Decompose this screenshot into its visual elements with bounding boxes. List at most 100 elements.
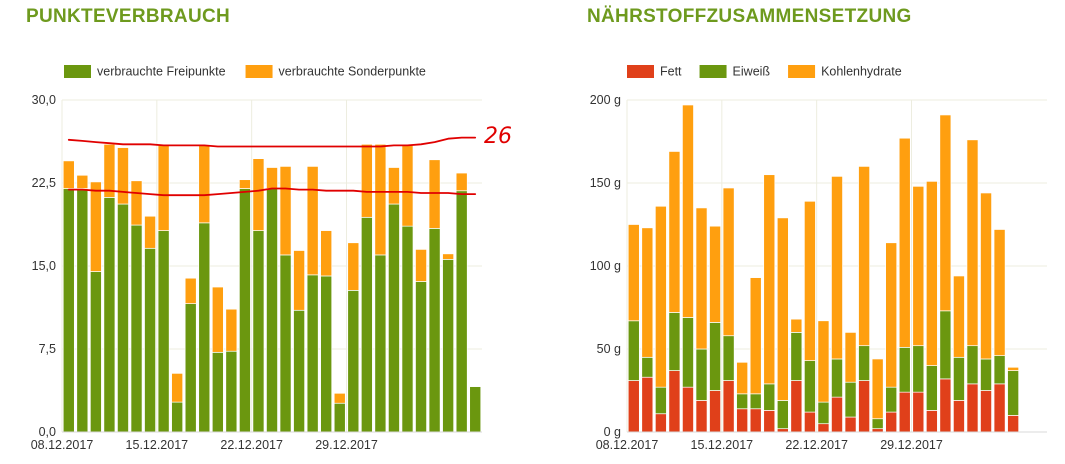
legend-item: Fett <box>627 65 682 79</box>
bar-segment <box>279 166 292 256</box>
bar-segment <box>184 303 197 433</box>
bar-segment <box>695 400 708 433</box>
bar-segment <box>736 393 749 410</box>
bar-segment <box>117 147 129 205</box>
bar-segment <box>885 411 898 433</box>
annotation-line <box>67 187 477 197</box>
bar-segment <box>722 335 735 381</box>
y-tick-label: 200 g <box>590 93 621 107</box>
bar-segment <box>654 413 667 433</box>
bar-segment <box>266 167 278 189</box>
bar-segment <box>252 230 265 433</box>
legend-swatch <box>64 65 91 78</box>
bar-segment <box>306 274 319 433</box>
bar-segment <box>320 230 333 277</box>
bar-segment <box>252 158 265 231</box>
legend-item: verbrauchte Sonderpunkte <box>245 65 426 79</box>
bar-segment <box>62 188 75 433</box>
bar-segment <box>858 345 871 381</box>
y-tick-label: 30,0 <box>32 93 56 107</box>
x-tick-label: 22.12.2017 <box>220 438 283 452</box>
bar-segment <box>898 346 911 393</box>
bar-segment <box>144 247 156 433</box>
bar-segment <box>360 216 373 433</box>
y-tick-label: 7,5 <box>39 342 56 356</box>
x-tick-label: 15.12.2017 <box>126 438 189 452</box>
bar-segment <box>627 224 640 322</box>
bar-segment <box>709 390 721 433</box>
bar-segment <box>831 396 843 433</box>
bar-segment <box>171 372 184 403</box>
bar-segment <box>912 345 925 393</box>
x-tick-label: 22.12.2017 <box>785 438 848 452</box>
bar-segment <box>939 378 952 433</box>
bar-segment <box>320 275 333 433</box>
bar-segment <box>401 143 414 227</box>
bar-segment <box>76 174 89 189</box>
bar-segment <box>980 390 992 433</box>
bar-segment <box>279 254 292 433</box>
y-tick-label: 50 g <box>597 342 621 356</box>
panel-title: NÄHRSTOFFZUSAMMENSETZUNG <box>587 6 912 27</box>
x-tick-label: 08.12.2017 <box>596 438 659 452</box>
bar-segment <box>144 215 156 249</box>
bar-segment <box>736 408 749 433</box>
bar-segment <box>157 143 170 231</box>
y-tick-label: 100 g <box>590 259 621 273</box>
legend-item: verbrauchte Freipunkte <box>64 65 226 79</box>
bar-segment <box>401 225 414 433</box>
bar-segment <box>428 159 441 229</box>
bar-segment <box>682 104 694 318</box>
bar-segment <box>993 355 1006 385</box>
x-tick-label: 08.12.2017 <box>31 438 94 452</box>
bar-segment <box>1007 370 1020 416</box>
bar-segment <box>198 145 211 224</box>
bar-segment <box>293 309 306 433</box>
bar-segment <box>654 205 667 388</box>
x-tick-label: 15.12.2017 <box>691 438 754 452</box>
bar-segment <box>117 203 129 433</box>
bar-segment <box>695 348 708 401</box>
bar-segment <box>130 180 143 226</box>
y-tick-label: 0,0 <box>39 425 56 439</box>
bar-segment <box>682 386 694 433</box>
bar-segment <box>89 271 102 433</box>
bar-segment <box>939 114 952 312</box>
bar-segment <box>736 361 749 395</box>
bar-segment <box>885 242 898 388</box>
bar-segment <box>817 423 830 433</box>
bar-segment <box>817 401 830 425</box>
bar-segment <box>641 227 654 358</box>
bar-segment <box>898 137 911 348</box>
bar-segment <box>469 386 482 433</box>
bar-segment <box>130 224 143 433</box>
bar-segment <box>374 143 387 256</box>
bar-segment <box>763 174 776 385</box>
legend-label: Kohlenhydrate <box>821 65 902 79</box>
bar-segment <box>103 197 116 433</box>
bar-segment <box>415 249 427 282</box>
naehrstoff-chart: Fett Eiweiß Kohlenhydrate 0 g 50 g 100 g 150 g… <box>590 65 1047 452</box>
bar-segment <box>388 167 400 205</box>
bar-segment <box>749 393 762 410</box>
bar-segment <box>442 253 455 260</box>
bar-segment <box>374 254 387 433</box>
annotation-label: 26 <box>484 124 512 149</box>
bar-segment <box>925 410 938 433</box>
legend-label: Eiweiß <box>733 65 771 79</box>
y-tick-label: 22,5 <box>32 176 56 190</box>
bar-segment <box>790 318 803 333</box>
bar-segment <box>641 376 654 433</box>
bar-segment <box>1007 415 1020 433</box>
bar-segment <box>455 172 468 192</box>
bar-segment <box>695 207 708 350</box>
legend-item: Kohlenhydrate <box>788 65 902 79</box>
bar-segment <box>89 181 102 272</box>
bar-segment <box>980 358 992 391</box>
bar-segment <box>627 320 640 381</box>
legend-swatch <box>245 65 273 78</box>
bar-segment <box>803 200 816 361</box>
bar-segment <box>668 151 681 313</box>
bar-segment <box>709 225 721 323</box>
bar-segment <box>641 356 654 378</box>
